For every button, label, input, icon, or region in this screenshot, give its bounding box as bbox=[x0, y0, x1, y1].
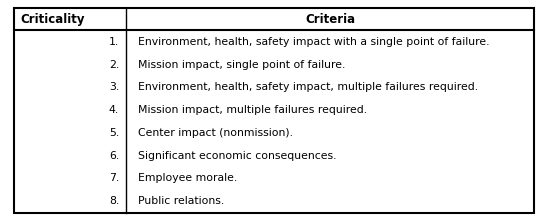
Text: Mission impact, single point of failure.: Mission impact, single point of failure. bbox=[138, 60, 345, 70]
Text: 1.: 1. bbox=[109, 37, 119, 47]
Text: Mission impact, multiple failures required.: Mission impact, multiple failures requir… bbox=[138, 105, 367, 115]
Text: 4.: 4. bbox=[109, 105, 119, 115]
Text: 3.: 3. bbox=[109, 82, 119, 92]
Text: 2.: 2. bbox=[109, 60, 119, 70]
Text: Environment, health, safety impact with a single point of failure.: Environment, health, safety impact with … bbox=[138, 37, 489, 47]
Text: Environment, health, safety impact, multiple failures required.: Environment, health, safety impact, mult… bbox=[138, 82, 478, 92]
Text: Public relations.: Public relations. bbox=[138, 196, 224, 206]
Text: Criticality: Criticality bbox=[20, 12, 85, 26]
Text: Center impact (nonmission).: Center impact (nonmission). bbox=[138, 128, 293, 138]
Text: 5.: 5. bbox=[109, 128, 119, 138]
Text: Criteria: Criteria bbox=[305, 12, 355, 26]
Text: 7.: 7. bbox=[109, 173, 119, 183]
Text: 8.: 8. bbox=[109, 196, 119, 206]
Text: 6.: 6. bbox=[109, 151, 119, 161]
Text: Significant economic consequences.: Significant economic consequences. bbox=[138, 151, 336, 161]
Text: Employee morale.: Employee morale. bbox=[138, 173, 237, 183]
